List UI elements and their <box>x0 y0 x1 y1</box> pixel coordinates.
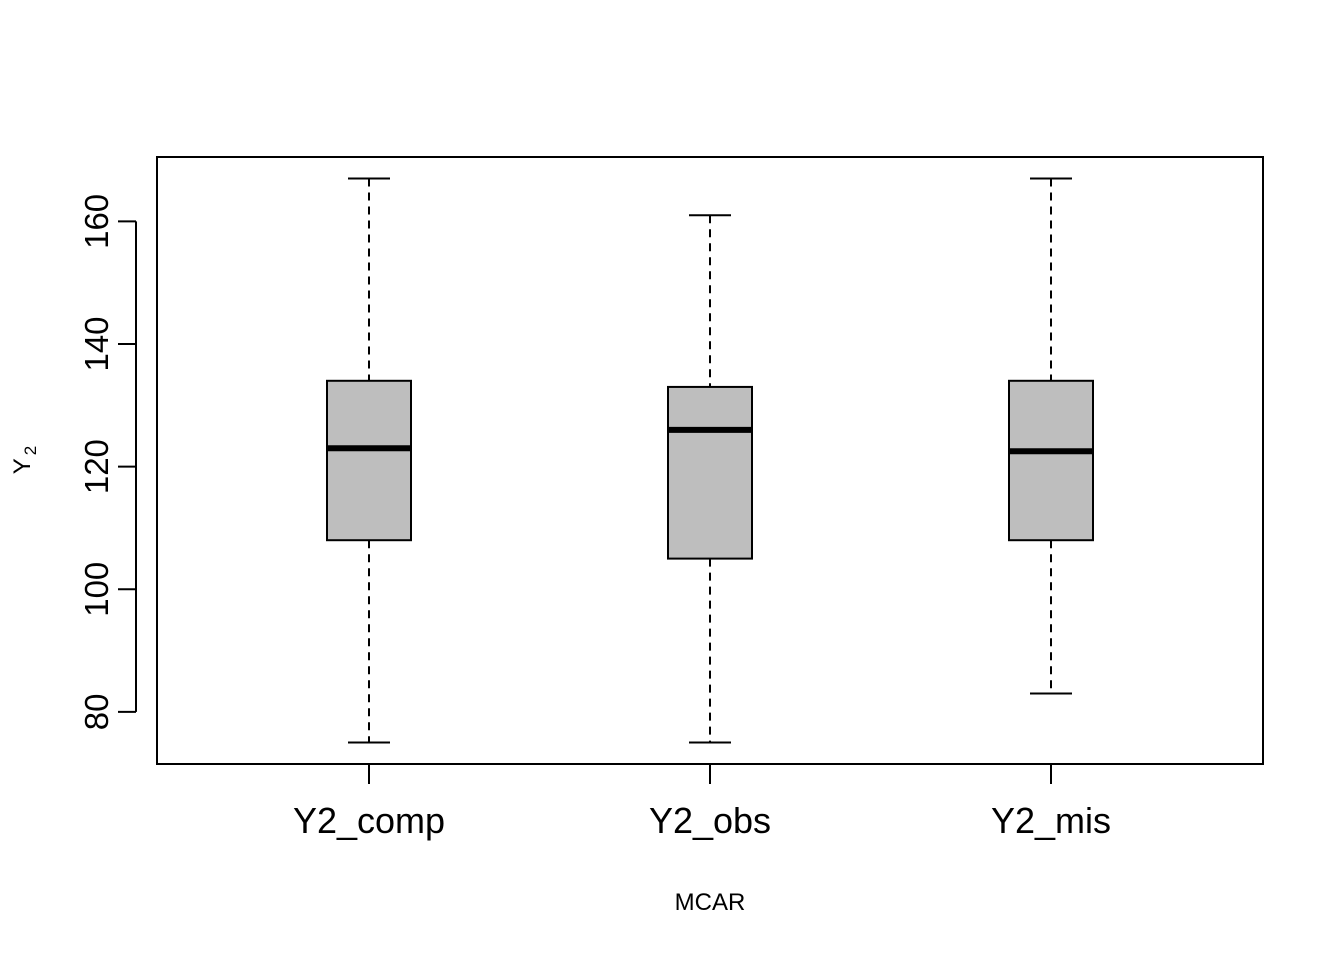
y-tick-label: 160 <box>78 194 115 249</box>
boxes <box>326 177 1094 744</box>
box-Y2_comp <box>326 177 412 744</box>
y-tick-label: 140 <box>78 316 115 371</box>
x-tick-label: Y2_obs <box>649 800 771 841</box>
box-Y2_mis <box>1008 177 1094 695</box>
iqr-box <box>1008 379 1094 542</box>
x-axis-title: MCAR <box>675 889 746 916</box>
x-axis: Y2_comp Y2_obs Y2_mis <box>293 764 1111 841</box>
x-tick-label: Y2_mis <box>991 800 1111 841</box>
y-tick-label: 80 <box>78 694 115 731</box>
iqr-box <box>326 379 412 542</box>
y-axis-title: Y2 <box>9 446 40 474</box>
iqr-box <box>667 385 753 560</box>
x-tick-label: Y2_comp <box>293 800 445 841</box>
y-tick-label: 100 <box>78 562 115 617</box>
y-axis-title-subscript: 2 <box>21 446 40 455</box>
y-tick-label: 120 <box>78 439 115 494</box>
y-axis-title-main: Y <box>9 458 36 474</box>
box-Y2_obs <box>667 214 753 744</box>
y-axis: 80 100 120 140 160 <box>78 194 137 731</box>
